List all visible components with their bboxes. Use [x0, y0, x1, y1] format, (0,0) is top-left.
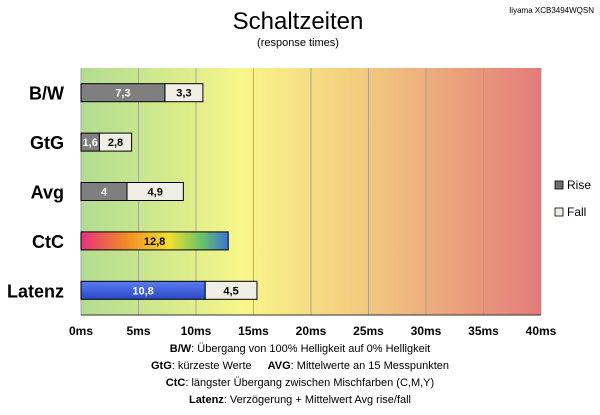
chart-title: Schaltzeiten: [233, 8, 364, 35]
footnote-gtg-avg: GtG: kürzeste Werte AVG: Mittelwerte an 1…: [151, 360, 449, 372]
bars: 7,3 3,3 1,6 2,8 4 4,9 12,8 10,8 4,5: [80, 83, 258, 300]
x-tick-labels: 0ms 5ms 10ms 15ms 20ms 25ms 30ms 35ms 40ms: [69, 324, 557, 338]
x-tick-label-15: 15ms: [238, 324, 269, 338]
category-label-b-w: B/W: [29, 84, 64, 104]
bar-label-fall-gtg: 2,8: [108, 137, 123, 149]
bar-ctc: [80, 231, 229, 251]
footnote-avg-text: : Mittelwerte an 15 Messpunkten: [291, 360, 449, 372]
category-labels: B/W GtG Avg CtC Latenz: [7, 84, 64, 302]
bar-label-fall-b-w: 3,3: [176, 88, 191, 100]
x-tick-label-20: 20ms: [296, 324, 327, 338]
footnote-gtg-text: : kürzeste Werte: [172, 360, 252, 372]
bar-label-ctc: 12,8: [144, 236, 165, 248]
x-tick-label-5: 5ms: [126, 324, 150, 338]
footnote-latenz-text: : Verzögerung + Mittelwert Avg rise/fall: [224, 394, 411, 406]
footnote-latenz: Latenz: Verzögerung + Mittelwert Avg ris…: [189, 394, 411, 406]
footnote-bw: B/W: Übergang von 100% Helligkeit auf 0%…: [170, 343, 430, 355]
bar-fall-gtg: [98, 132, 133, 152]
category-label-gtg: GtG: [30, 133, 64, 153]
x-tick-label-30: 30ms: [411, 324, 442, 338]
bar-label-rise-avg: 4: [101, 187, 108, 199]
bar-fall-b-w: [164, 83, 204, 103]
category-label-latenz: Latenz: [7, 281, 64, 301]
legend-label-rise: Rise: [567, 178, 591, 192]
footnote-bw-key: B/W: [170, 343, 192, 355]
bar-label-fall-avg: 4,9: [148, 187, 163, 199]
footnote-ctc-text: : längster Übergang zwischen Mischfarben…: [185, 377, 434, 389]
legend-swatch-fall: [554, 207, 564, 217]
footnote-ctc-key: CtC: [166, 377, 186, 389]
x-tick-label-40: 40ms: [526, 324, 557, 338]
x-tick-label-0: 0ms: [69, 324, 93, 338]
legend-swatch-rise: [554, 180, 564, 190]
footnotes: B/W: Übergang von 100% Helligkeit auf 0%…: [151, 343, 449, 406]
bar-label-fall-latenz: 4,5: [223, 285, 238, 297]
bar-fall-avg: [126, 182, 184, 201]
x-tick-label-10: 10ms: [181, 324, 212, 338]
category-label-ctc: CtC: [32, 232, 64, 252]
footnote-ctc: CtC: längster Übergang zwischen Mischfar…: [166, 377, 434, 389]
bar-fall-latenz: [204, 280, 258, 300]
x-tick-label-35: 35ms: [468, 324, 499, 338]
monitor-model-label: Iiyama XCB3494WQSN: [509, 6, 594, 15]
x-tick-label-25: 25ms: [353, 324, 384, 338]
footnote-latenz-key: Latenz: [189, 394, 224, 406]
legend-label-fall: Fall: [567, 205, 586, 219]
footnote-avg-key: AVG: [268, 360, 291, 372]
bar-label-rise-b-w: 7,3: [115, 88, 130, 100]
footnote-gtg-key: GtG: [151, 360, 172, 372]
legend: Rise Fall: [554, 178, 591, 219]
bar-label-rise-latenz: 10,8: [132, 285, 153, 297]
bar-label-rise-gtg: 1,6: [83, 137, 98, 149]
footnote-bw-text: : Übergang von 100% Helligkeit auf 0% He…: [191, 343, 430, 355]
chart-subtitle: (response times): [257, 37, 339, 49]
category-label-avg: Avg: [31, 183, 64, 203]
